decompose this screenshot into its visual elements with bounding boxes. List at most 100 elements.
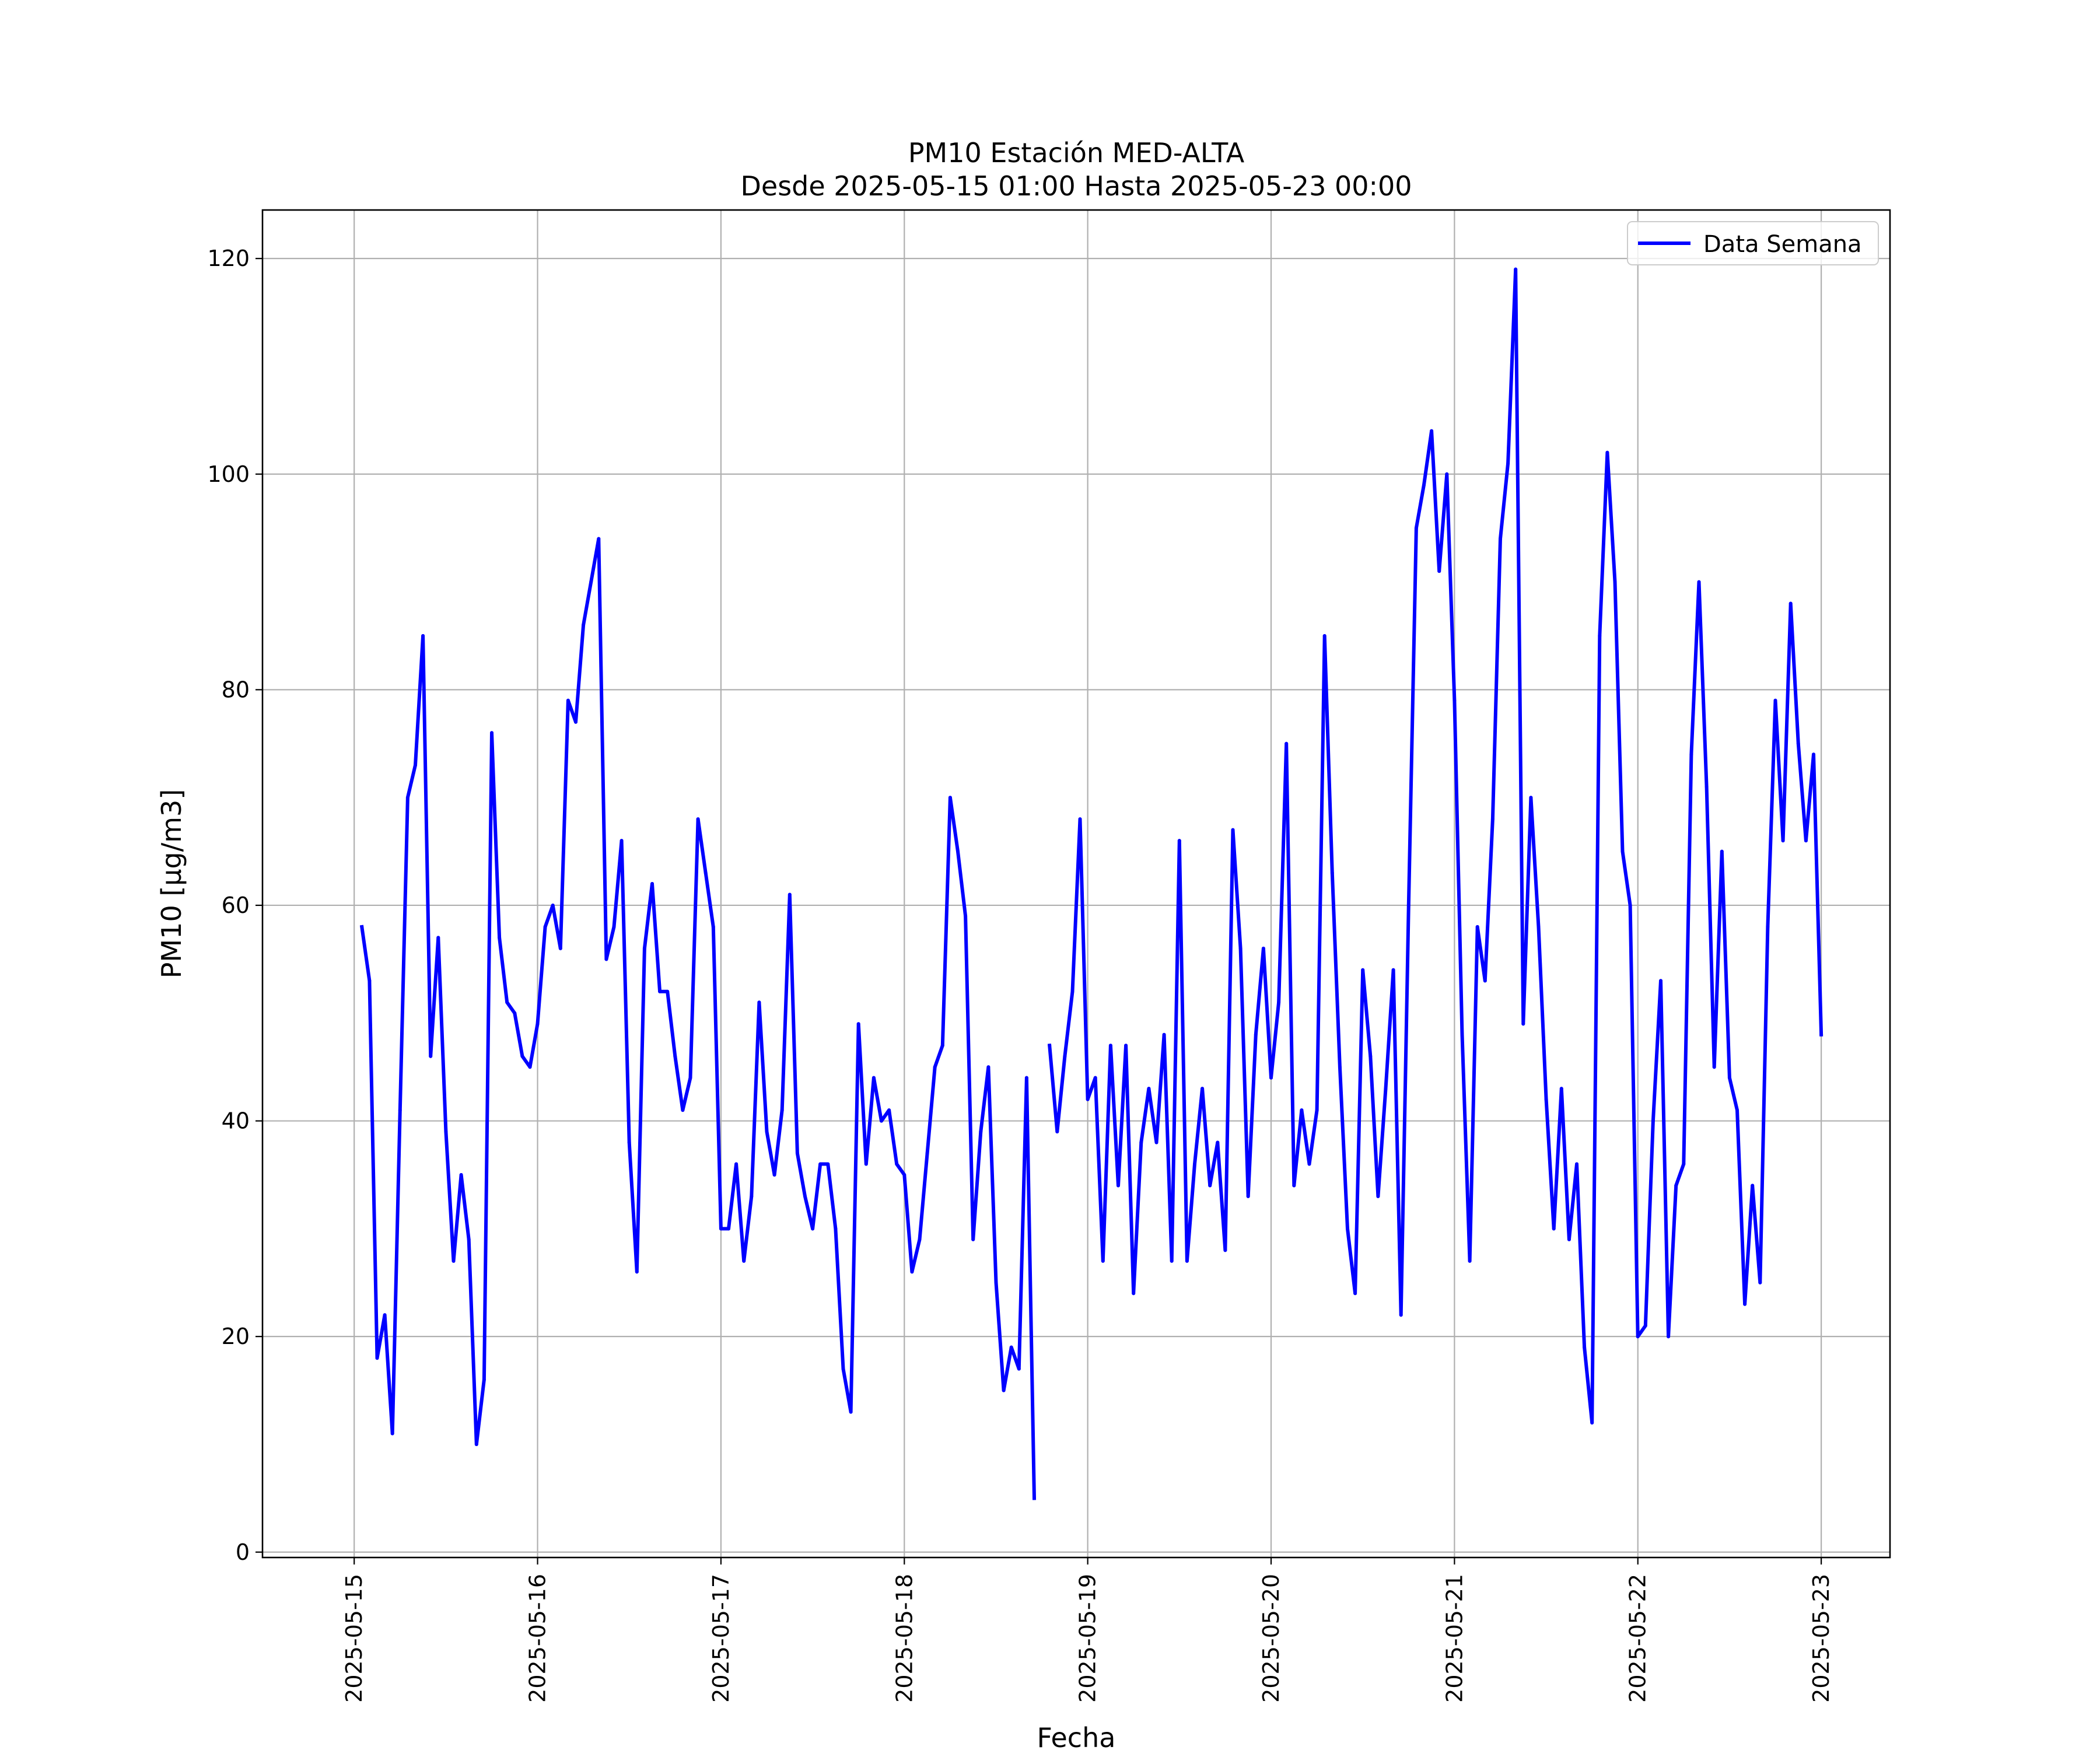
data-point xyxy=(1613,580,1617,584)
x-axis-label: Fecha xyxy=(1037,1722,1116,1750)
data-point xyxy=(986,1065,991,1069)
data-point xyxy=(1788,601,1793,606)
data-point xyxy=(1330,871,1334,875)
data-point xyxy=(375,1356,379,1360)
x-tick-label: 2025-05-17 xyxy=(708,1574,734,1703)
data-point xyxy=(1093,1076,1097,1080)
data-point xyxy=(1284,741,1289,746)
data-point xyxy=(1536,925,1541,929)
data-point xyxy=(1430,429,1434,433)
data-point xyxy=(474,1443,478,1446)
data-point xyxy=(368,979,372,983)
grid xyxy=(262,210,1890,1558)
data-point xyxy=(1101,1259,1105,1263)
data-point xyxy=(1368,1054,1373,1058)
data-point xyxy=(1277,1000,1281,1005)
data-point xyxy=(482,1378,486,1382)
data-point xyxy=(1682,1162,1686,1166)
data-point xyxy=(1223,1248,1227,1252)
data-point xyxy=(414,763,417,767)
data-point xyxy=(1766,925,1770,929)
data-point xyxy=(1575,1162,1578,1166)
data-point xyxy=(765,1130,769,1133)
data-point xyxy=(1667,1335,1671,1339)
data-point xyxy=(757,1000,761,1005)
data-point xyxy=(979,1130,983,1133)
data-point xyxy=(1032,1496,1036,1500)
data-point xyxy=(1751,1184,1755,1188)
data-point xyxy=(1124,1044,1128,1048)
data-point xyxy=(1322,634,1326,638)
data-point xyxy=(642,946,646,950)
data-point xyxy=(711,925,715,929)
data-point xyxy=(925,1152,929,1155)
data-point xyxy=(360,925,364,929)
data-point xyxy=(1139,1140,1143,1144)
data-point xyxy=(1544,1097,1548,1101)
data-point xyxy=(1055,1130,1059,1133)
data-point xyxy=(818,1162,822,1166)
data-point xyxy=(826,1162,830,1166)
data-point xyxy=(444,1130,448,1133)
data-point xyxy=(1628,904,1632,907)
data-point xyxy=(734,1162,738,1166)
data-point xyxy=(681,1108,685,1112)
data-point xyxy=(856,1022,860,1026)
data-point xyxy=(620,839,624,843)
x-tick-label: 2025-05-16 xyxy=(525,1574,551,1703)
data-point xyxy=(1315,1108,1319,1112)
data-point xyxy=(1338,1065,1342,1069)
data-point xyxy=(1812,752,1815,757)
data-point xyxy=(589,580,593,584)
data-point xyxy=(964,914,968,918)
data-point xyxy=(452,1259,456,1263)
data-point xyxy=(1620,849,1625,853)
data-point xyxy=(1361,968,1365,972)
data-point xyxy=(1238,946,1242,950)
data-point xyxy=(536,1022,540,1026)
data-point xyxy=(635,1270,639,1274)
data-point xyxy=(1475,925,1479,929)
data-point xyxy=(1697,580,1701,584)
data-point xyxy=(895,1162,899,1166)
data-point xyxy=(1796,741,1800,746)
data-point xyxy=(1781,839,1785,843)
x-tick-label: 2025-05-23 xyxy=(1808,1574,1834,1703)
data-point xyxy=(1162,1032,1166,1037)
data-point xyxy=(780,1108,784,1112)
data-point xyxy=(1422,483,1426,487)
data-point xyxy=(948,796,952,800)
y-tick-label: 60 xyxy=(222,892,250,918)
data-point xyxy=(1116,1184,1120,1188)
data-point xyxy=(1598,634,1602,638)
data-point xyxy=(1292,1184,1296,1188)
data-point xyxy=(994,1280,998,1284)
data-point xyxy=(566,698,570,702)
data-point xyxy=(551,904,555,907)
data-point xyxy=(1300,1108,1304,1112)
data-point xyxy=(1391,968,1395,972)
data-point xyxy=(597,537,601,541)
data-point xyxy=(1758,1280,1762,1284)
data-point xyxy=(1231,828,1235,832)
data-point xyxy=(1132,1292,1136,1296)
data-point xyxy=(1406,904,1410,907)
data-point xyxy=(742,1259,746,1263)
data-point xyxy=(1002,1388,1006,1392)
data-point xyxy=(405,796,410,800)
data-point xyxy=(436,936,440,940)
legend-label: Data Semana xyxy=(1703,231,1862,258)
data-point xyxy=(1712,1065,1716,1069)
data-point xyxy=(1170,1259,1174,1263)
data-point xyxy=(971,1237,975,1241)
data-point xyxy=(658,989,662,993)
data-point xyxy=(505,1000,509,1005)
data-point xyxy=(1490,817,1494,821)
data-point xyxy=(1735,1108,1739,1112)
data-point xyxy=(880,1119,883,1123)
data-point xyxy=(727,1227,730,1231)
x-tick-label: 2025-05-22 xyxy=(1625,1574,1651,1703)
data-point xyxy=(650,882,654,886)
data-point xyxy=(1216,1140,1220,1144)
